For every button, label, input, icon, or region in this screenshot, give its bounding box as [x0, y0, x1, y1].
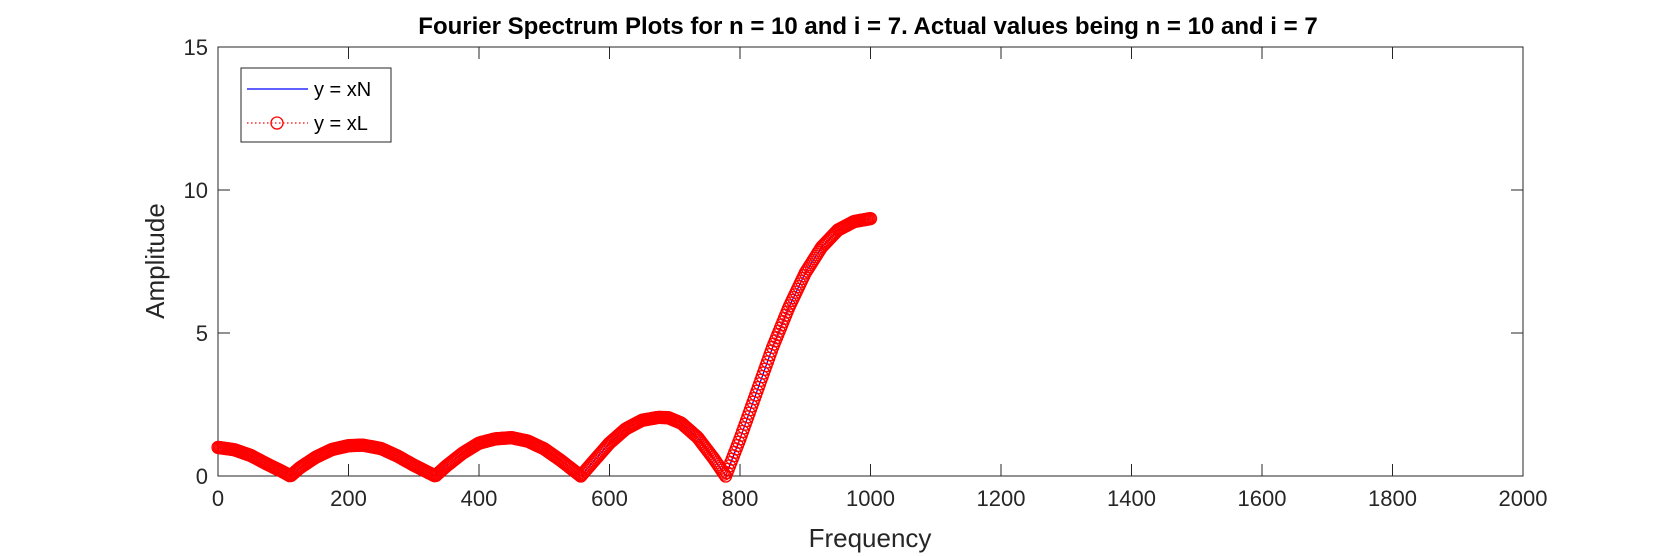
legend-box: [240, 67, 392, 143]
x-axis-label: Frequency: [809, 523, 932, 553]
y-tick-label: 0: [196, 464, 208, 489]
y-tick-label: 15: [184, 35, 208, 60]
series-markers-xL: [211, 211, 878, 483]
x-tick-label: 0: [212, 486, 224, 511]
x-tick-label: 1600: [1238, 486, 1287, 511]
legend-swatch-xL-marker: [270, 116, 284, 130]
y-tick-label: 5: [196, 321, 208, 346]
x-tick-label: 1200: [977, 486, 1026, 511]
x-tick-label: 1000: [846, 486, 895, 511]
x-tick-label: 800: [722, 486, 759, 511]
chart-title: Fourier Spectrum Plots for n = 10 and i …: [418, 13, 1317, 40]
y-axis-label: Amplitude: [140, 203, 170, 319]
data-point-marker: [863, 211, 878, 226]
legend-label-xN: y = xN: [314, 79, 371, 101]
y-tick-label: 10: [184, 178, 208, 203]
legend-label-xL: y = xL: [314, 113, 368, 135]
x-axis-ticks: 0 200 400 600 800 1000 1200 1400 1600 1800 2000: [212, 47, 1548, 511]
x-tick-label: 400: [461, 486, 498, 511]
x-tick-label: 1800: [1368, 486, 1417, 511]
x-tick-label: 1400: [1107, 486, 1156, 511]
plot-area: [217, 46, 1524, 477]
legend: y = xN y = xL: [240, 67, 392, 143]
x-tick-label: 600: [591, 486, 628, 511]
y-axis-ticks: 0 5 10 15: [184, 35, 1523, 489]
x-tick-label: 2000: [1499, 486, 1548, 511]
series-layer: [211, 211, 878, 483]
x-tick-label: 200: [330, 486, 367, 511]
